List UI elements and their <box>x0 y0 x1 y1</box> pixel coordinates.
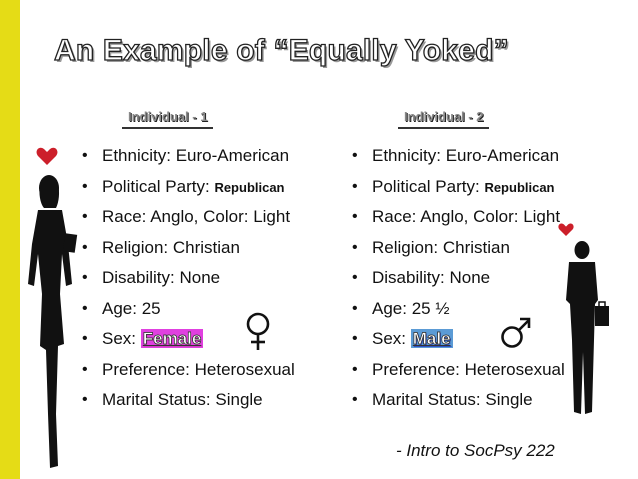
item-value: Republican <box>214 179 285 195</box>
item-value: Heterosexual <box>464 359 565 379</box>
item-value: None <box>179 268 221 287</box>
item-value: Republican <box>484 179 555 195</box>
item-value: Single <box>485 390 533 409</box>
list-item: Ethnicity: Euro-American <box>82 146 295 177</box>
item-value: Christian <box>172 237 240 257</box>
woman-silhouette-icon <box>28 175 78 468</box>
item-label: Sex: <box>372 329 411 348</box>
list-item: Political Party: Republican <box>352 177 565 208</box>
item-value: Female <box>140 329 204 348</box>
list-item: Sex: Female <box>82 329 295 360</box>
item-value: Anglo, Color: Light <box>420 207 561 226</box>
man-silhouette-icon <box>566 241 609 414</box>
item-value: Euro-American <box>445 146 560 165</box>
list-item: Preference: Heterosexual <box>352 360 565 391</box>
list-item: Race: Anglo, Color: Light <box>352 207 565 238</box>
item-value: None <box>449 268 491 287</box>
list-item: Marital Status: Single <box>352 390 565 421</box>
list-item: Sex: Male <box>352 329 565 360</box>
item-label: Preference: <box>372 359 465 379</box>
list-item: Ethnicity: Euro-American <box>352 146 565 177</box>
citation: - Intro to SocPsy 222 <box>396 441 555 460</box>
item-label: Disability: <box>102 268 180 287</box>
item-value: Anglo, Color: Light <box>150 207 291 226</box>
item-value: 25 ½ <box>411 298 450 318</box>
attribute-list-2: Ethnicity: Euro-AmericanPolitical Party:… <box>352 146 565 421</box>
list-item: Preference: Heterosexual <box>82 360 295 391</box>
item-label: Political Party: <box>102 176 215 196</box>
item-label: Political Party: <box>372 176 485 196</box>
slide-title: An Example of “Equally Yoked” <box>53 33 509 67</box>
column-header-2: Individual - 2 <box>397 109 490 129</box>
item-label: Religion: <box>102 237 173 257</box>
list-item: Marital Status: Single <box>82 390 295 421</box>
item-label: Disability: <box>372 268 450 287</box>
list-item: Political Party: Republican <box>82 177 295 208</box>
item-label: Preference: <box>102 359 195 379</box>
item-label: Ethnicity: <box>372 146 446 165</box>
item-label: Race: <box>372 207 421 226</box>
list-item: Disability: None <box>352 268 565 299</box>
heart-icon <box>36 147 58 165</box>
item-value: Christian <box>442 237 510 257</box>
item-label: Ethnicity: <box>102 146 176 165</box>
item-value: Single <box>215 390 263 409</box>
attribute-list-1: Ethnicity: Euro-AmericanPolitical Party:… <box>82 146 295 421</box>
item-value: 25 <box>141 298 161 318</box>
item-label: Sex: <box>102 329 141 348</box>
list-item: Religion: Christian <box>82 238 295 269</box>
item-label: Religion: <box>372 237 443 257</box>
item-label: Marital Status: <box>372 390 486 409</box>
list-item: Religion: Christian <box>352 238 565 269</box>
item-value: Male <box>410 329 453 348</box>
item-value: Euro-American <box>175 146 290 165</box>
heart-icon <box>558 223 574 237</box>
accent-bar <box>0 0 20 479</box>
list-item: Age: 25 ½ <box>352 299 565 330</box>
item-label: Age: <box>372 298 412 318</box>
list-item: Age: 25 <box>82 299 295 330</box>
female-symbol-icon <box>246 312 270 350</box>
item-value: Heterosexual <box>194 359 295 379</box>
column-header-1: Individual - 1 <box>121 109 214 129</box>
item-label: Marital Status: <box>102 390 216 409</box>
item-label: Age: <box>102 298 142 318</box>
list-item: Disability: None <box>82 268 295 299</box>
male-symbol-icon <box>501 317 531 348</box>
list-item: Race: Anglo, Color: Light <box>82 207 295 238</box>
item-label: Race: <box>102 207 151 226</box>
